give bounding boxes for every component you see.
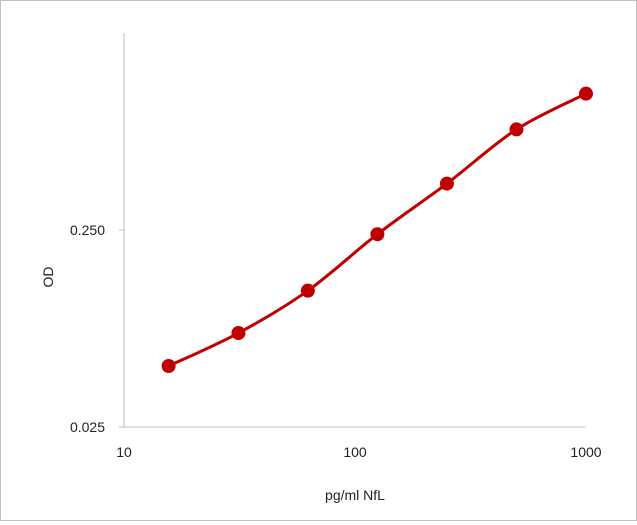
y-tick-label: 0.025 — [70, 419, 105, 435]
x-tick-label: 10 — [116, 444, 132, 460]
y-tick-label: 0.250 — [70, 222, 105, 238]
y-axis-title: OD — [40, 267, 56, 288]
data-point — [161, 359, 176, 374]
x-tick-label: 100 — [343, 444, 367, 460]
data-point — [579, 86, 593, 101]
x-tick-label: 1000 — [570, 444, 601, 460]
data-point — [370, 227, 385, 242]
data-point — [439, 176, 454, 191]
data-point — [300, 283, 315, 298]
data-point — [509, 122, 524, 137]
x-axis-title: pg/ml NfL — [325, 487, 385, 503]
data-point — [231, 326, 246, 341]
